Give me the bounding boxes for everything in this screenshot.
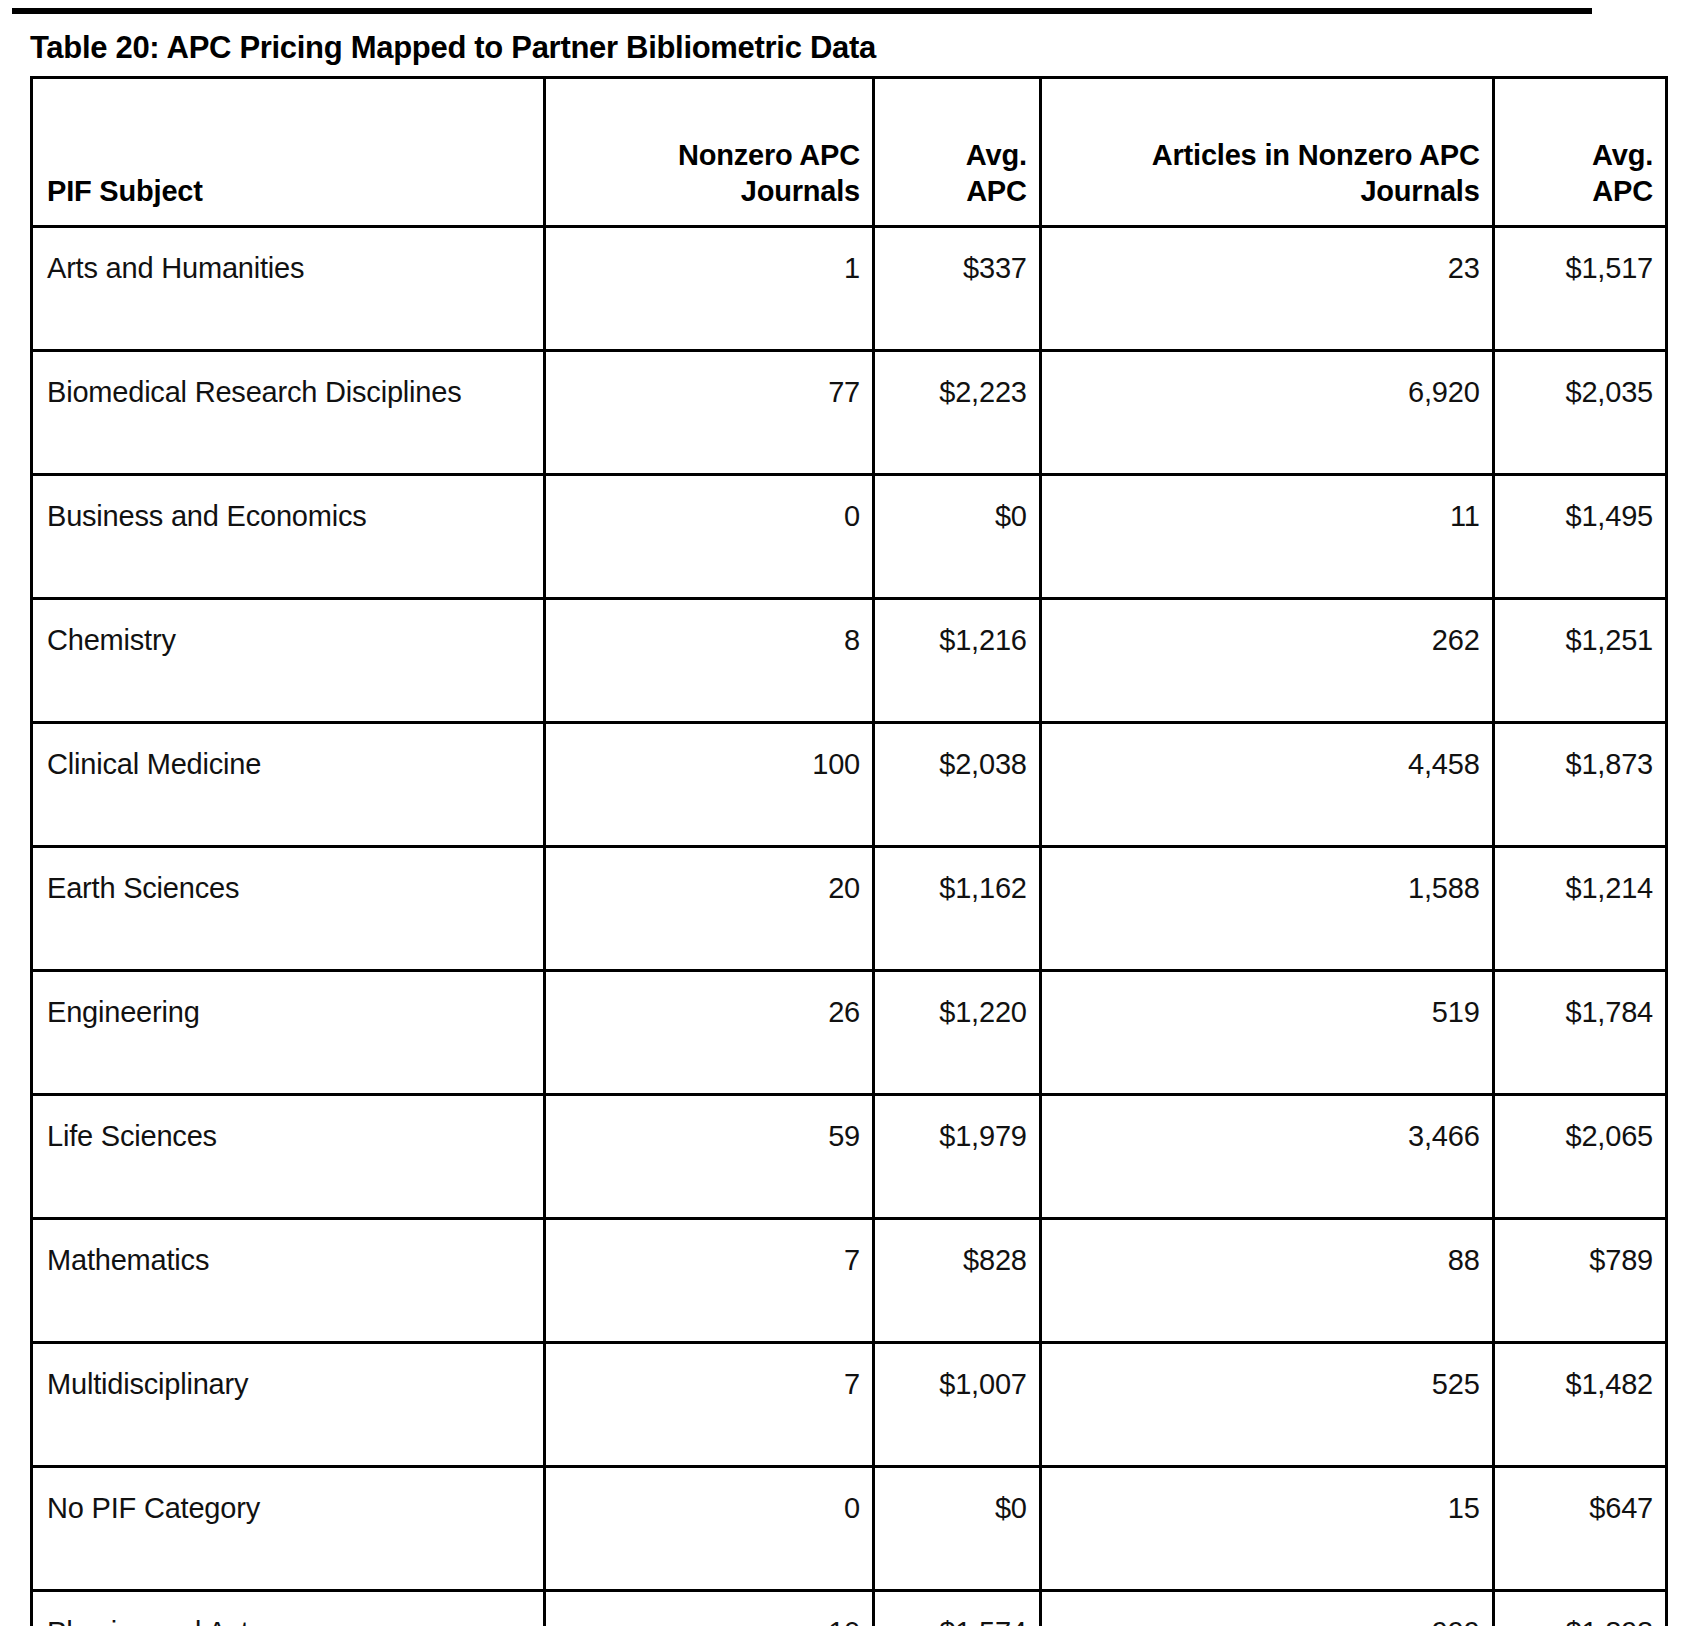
cell-nonzero-apc-journals: 0 bbox=[545, 1467, 874, 1591]
cell-avg-apc-articles: $1,784 bbox=[1493, 971, 1666, 1095]
cell-avg-apc-articles: $1,517 bbox=[1493, 227, 1666, 351]
cell-nonzero-apc-journals: 8 bbox=[545, 599, 874, 723]
cell-nonzero-apc-journals: 20 bbox=[545, 847, 874, 971]
table-row: Physics and Astronomy 10 $1,574 999 $1,8… bbox=[32, 1591, 1667, 1626]
cell-avg-apc-journals: $0 bbox=[874, 1467, 1041, 1591]
header-nonzero-apc-journals: Nonzero APC Journals bbox=[545, 78, 874, 227]
cell-subject: Physics and Astronomy bbox=[32, 1591, 545, 1626]
header-avg-apc-articles-label: Avg. APC bbox=[1575, 138, 1653, 209]
header-avg-apc-journals-label: Avg. APC bbox=[949, 138, 1027, 209]
cell-avg-apc-journals: $1,979 bbox=[874, 1095, 1041, 1219]
cell-nonzero-apc-journals: 0 bbox=[545, 475, 874, 599]
cell-subject-label: Multidisciplinary bbox=[47, 1367, 248, 1402]
cell-nonzero-apc-journals: 7 bbox=[545, 1219, 874, 1343]
cell-articles-in-nonzero-apc-journals: 6,920 bbox=[1040, 351, 1493, 475]
cell-avg-apc-journals: $1,007 bbox=[874, 1343, 1041, 1467]
cell-articles-in-nonzero-apc-journals: 88 bbox=[1040, 1219, 1493, 1343]
cell-nonzero-apc-journals: 26 bbox=[545, 971, 874, 1095]
cell-subject: Engineering bbox=[32, 971, 545, 1095]
header-avg-apc-journals: Avg. APC bbox=[874, 78, 1041, 227]
cell-articles-in-nonzero-apc-journals: 525 bbox=[1040, 1343, 1493, 1467]
cell-nonzero-apc-journals: 77 bbox=[545, 351, 874, 475]
cell-subject-label: Business and Economics bbox=[47, 499, 367, 534]
cell-subject-label: Clinical Medicine bbox=[47, 747, 261, 782]
cell-avg-apc-articles: $1,482 bbox=[1493, 1343, 1666, 1467]
cell-subject: No PIF Category bbox=[32, 1467, 545, 1591]
cell-subject: Arts and Humanities bbox=[32, 227, 545, 351]
table-row: Multidisciplinary 7 $1,007 525 $1,482 bbox=[32, 1343, 1667, 1467]
cell-subject: Clinical Medicine bbox=[32, 723, 545, 847]
cell-subject: Business and Economics bbox=[32, 475, 545, 599]
cell-avg-apc-articles: $2,035 bbox=[1493, 351, 1666, 475]
cell-subject-label: Chemistry bbox=[47, 623, 176, 658]
cell-avg-apc-journals: $2,038 bbox=[874, 723, 1041, 847]
cell-subject: Life Sciences bbox=[32, 1095, 545, 1219]
cell-articles-in-nonzero-apc-journals: 519 bbox=[1040, 971, 1493, 1095]
cell-avg-apc-journals: $1,216 bbox=[874, 599, 1041, 723]
cell-subject: Multidisciplinary bbox=[32, 1343, 545, 1467]
table-row: Business and Economics 0 $0 11 $1,495 bbox=[32, 475, 1667, 599]
table-row: Biomedical Research Disciplines 77 $2,22… bbox=[32, 351, 1667, 475]
cell-nonzero-apc-journals: 10 bbox=[545, 1591, 874, 1626]
cell-articles-in-nonzero-apc-journals: 4,458 bbox=[1040, 723, 1493, 847]
cell-subject-label: Life Sciences bbox=[47, 1119, 217, 1154]
cell-avg-apc-journals: $0 bbox=[874, 475, 1041, 599]
table-row: Clinical Medicine 100 $2,038 4,458 $1,87… bbox=[32, 723, 1667, 847]
cell-articles-in-nonzero-apc-journals: 23 bbox=[1040, 227, 1493, 351]
table-row: Engineering 26 $1,220 519 $1,784 bbox=[32, 971, 1667, 1095]
cell-avg-apc-articles: $1,898 bbox=[1493, 1591, 1666, 1626]
cell-nonzero-apc-journals: 1 bbox=[545, 227, 874, 351]
cell-subject-label: Earth Sciences bbox=[47, 871, 239, 906]
cell-avg-apc-articles: $647 bbox=[1493, 1467, 1666, 1591]
table-row: Earth Sciences 20 $1,162 1,588 $1,214 bbox=[32, 847, 1667, 971]
apc-pricing-table: PIF Subject Nonzero APC Journals Avg. AP… bbox=[30, 76, 1668, 1626]
cell-avg-apc-articles: $1,495 bbox=[1493, 475, 1666, 599]
cell-subject-label: Arts and Humanities bbox=[47, 251, 304, 286]
cell-avg-apc-articles: $1,214 bbox=[1493, 847, 1666, 971]
cell-subject: Biomedical Research Disciplines bbox=[32, 351, 545, 475]
cell-nonzero-apc-journals: 7 bbox=[545, 1343, 874, 1467]
cell-avg-apc-journals: $1,162 bbox=[874, 847, 1041, 971]
table-row: Arts and Humanities 1 $337 23 $1,517 bbox=[32, 227, 1667, 351]
cell-nonzero-apc-journals: 59 bbox=[545, 1095, 874, 1219]
cell-subject-label: Physics and Astronomy bbox=[47, 1615, 344, 1626]
cell-avg-apc-articles: $1,251 bbox=[1493, 599, 1666, 723]
cell-avg-apc-journals: $828 bbox=[874, 1219, 1041, 1343]
cell-subject-label: Mathematics bbox=[47, 1243, 209, 1278]
cell-subject-label: No PIF Category bbox=[47, 1491, 260, 1526]
table-row: Mathematics 7 $828 88 $789 bbox=[32, 1219, 1667, 1343]
cell-articles-in-nonzero-apc-journals: 999 bbox=[1040, 1591, 1493, 1626]
cell-articles-in-nonzero-apc-journals: 11 bbox=[1040, 475, 1493, 599]
cell-nonzero-apc-journals: 100 bbox=[545, 723, 874, 847]
cell-subject: Earth Sciences bbox=[32, 847, 545, 971]
header-avg-apc-articles: Avg. APC bbox=[1493, 78, 1666, 227]
document-page: Table 20: APC Pricing Mapped to Partner … bbox=[0, 0, 1684, 1626]
cell-avg-apc-articles: $789 bbox=[1493, 1219, 1666, 1343]
page-title: Table 20: APC Pricing Mapped to Partner … bbox=[30, 30, 1684, 66]
cell-avg-apc-articles: $2,065 bbox=[1493, 1095, 1666, 1219]
cell-avg-apc-journals: $1,220 bbox=[874, 971, 1041, 1095]
table-row: Life Sciences 59 $1,979 3,466 $2,065 bbox=[32, 1095, 1667, 1219]
cell-articles-in-nonzero-apc-journals: 3,466 bbox=[1040, 1095, 1493, 1219]
table-body: Arts and Humanities 1 $337 23 $1,517 Bio… bbox=[32, 227, 1667, 1626]
cell-avg-apc-journals: $1,574 bbox=[874, 1591, 1041, 1626]
table-row: No PIF Category 0 $0 15 $647 bbox=[32, 1467, 1667, 1591]
table-header-row: PIF Subject Nonzero APC Journals Avg. AP… bbox=[32, 78, 1667, 227]
cell-subject-label: Engineering bbox=[47, 995, 200, 1030]
cell-subject-label: Biomedical Research Disciplines bbox=[47, 375, 461, 410]
cell-articles-in-nonzero-apc-journals: 1,588 bbox=[1040, 847, 1493, 971]
cell-articles-in-nonzero-apc-journals: 262 bbox=[1040, 599, 1493, 723]
cell-avg-apc-articles: $1,873 bbox=[1493, 723, 1666, 847]
header-articles-in-nonzero-apc-journals: Articles in Nonzero APC Journals bbox=[1040, 78, 1493, 227]
cell-subject: Chemistry bbox=[32, 599, 545, 723]
cell-avg-apc-journals: $337 bbox=[874, 227, 1041, 351]
page-top-rule bbox=[12, 8, 1592, 14]
table-row: Chemistry 8 $1,216 262 $1,251 bbox=[32, 599, 1667, 723]
cell-subject: Mathematics bbox=[32, 1219, 545, 1343]
header-pif-subject: PIF Subject bbox=[32, 78, 545, 227]
cell-articles-in-nonzero-apc-journals: 15 bbox=[1040, 1467, 1493, 1591]
cell-avg-apc-journals: $2,223 bbox=[874, 351, 1041, 475]
